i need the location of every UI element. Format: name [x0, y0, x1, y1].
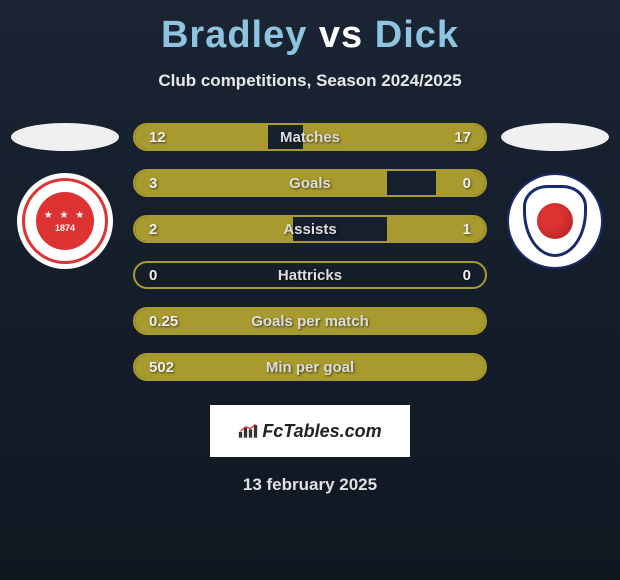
- stat-value-left: 0: [135, 267, 195, 284]
- branding-badge[interactable]: FcTables.com: [210, 405, 410, 457]
- crest-shield: [523, 185, 587, 257]
- date-label: 13 february 2025: [0, 475, 620, 495]
- stat-label: Hattricks: [195, 267, 425, 284]
- stat-row: 0Hattricks0: [133, 261, 487, 289]
- comparison-card: Bradley vs Dick Club competitions, Seaso…: [0, 0, 620, 580]
- subtitle: Club competitions, Season 2024/2025: [0, 71, 620, 91]
- stat-value-right: 0: [425, 267, 485, 284]
- stat-row: 502Min per goal: [133, 353, 487, 381]
- page-title: Bradley vs Dick: [0, 14, 620, 57]
- player1-club-crest: ★ ★ ★ 1874: [17, 173, 113, 269]
- stat-label: Matches: [195, 129, 425, 146]
- player2-photo: [501, 123, 609, 151]
- title-player2: Dick: [375, 14, 459, 56]
- stat-value-left: 502: [135, 359, 195, 376]
- stat-row: 3Goals0: [133, 169, 487, 197]
- chart-icon: [238, 423, 258, 439]
- stat-value-left: 0.25: [135, 313, 195, 330]
- stat-value-right: 0: [425, 175, 485, 192]
- stat-row: 0.25Goals per match: [133, 307, 487, 335]
- stat-row: 2Assists1: [133, 215, 487, 243]
- stat-value-left: 12: [135, 129, 195, 146]
- right-player-column: [501, 123, 609, 269]
- stat-label: Goals per match: [195, 313, 425, 330]
- stat-value-right: 17: [425, 129, 485, 146]
- player1-photo: [11, 123, 119, 151]
- left-player-column: ★ ★ ★ 1874: [11, 123, 119, 269]
- crest-ring: [22, 178, 108, 264]
- branding-text: FcTables.com: [262, 421, 381, 442]
- title-player1: Bradley: [161, 14, 307, 56]
- stat-label: Goals: [195, 175, 425, 192]
- crest-lion-icon: [537, 203, 573, 239]
- stat-value-right: 1: [425, 221, 485, 238]
- title-vs: vs: [319, 14, 363, 56]
- stat-label: Assists: [195, 221, 425, 238]
- stat-row: 12Matches17: [133, 123, 487, 151]
- player2-club-crest: [507, 173, 603, 269]
- stat-value-left: 3: [135, 175, 195, 192]
- stat-value-left: 2: [135, 221, 195, 238]
- stats-column: 12Matches173Goals02Assists10Hattricks00.…: [133, 123, 487, 381]
- content-area: ★ ★ ★ 1874 12Matches173Goals02Assists10H…: [0, 123, 620, 381]
- stat-label: Min per goal: [195, 359, 425, 376]
